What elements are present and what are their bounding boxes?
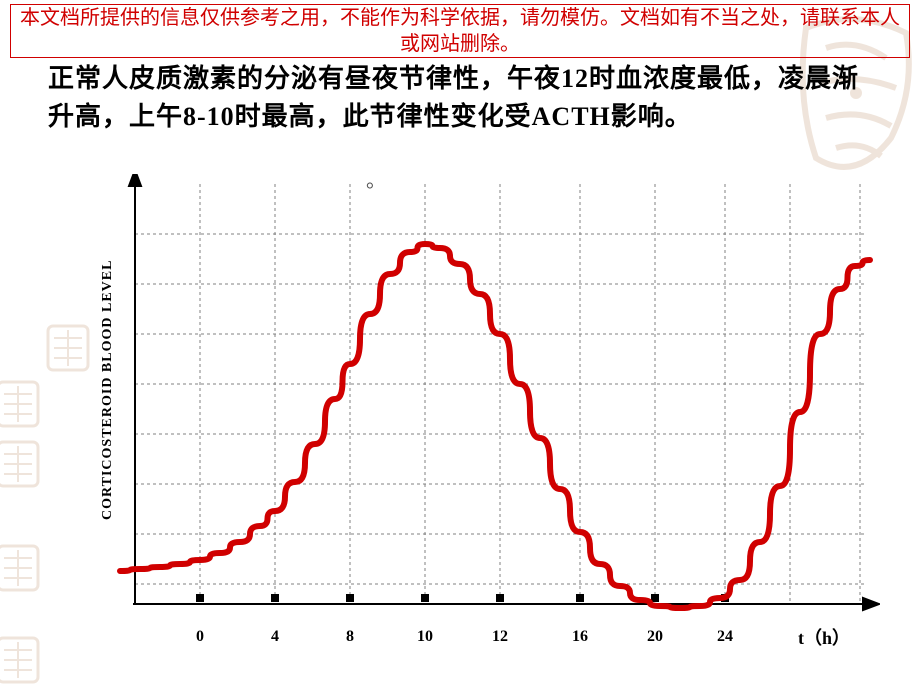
corticosteroid-chart: CORTICOSTEROID BLOOD LEVEL 0 4 8 10 12 16 20 24… [60, 174, 880, 654]
x-tick-label: 0 [196, 628, 204, 646]
watermark-seal-small [0, 636, 40, 684]
x-tick-label: 10 [417, 628, 433, 646]
watermark-seal-small [0, 440, 40, 488]
watermark-seal-small [0, 380, 40, 428]
y-axis-label: CORTICOSTEROID BLOOD LEVEL [100, 180, 116, 600]
x-tick-label: 16 [572, 628, 588, 646]
description-paragraph: 正常人皮质激素的分泌有昼夜节律性，午夜12时血浓度最低，凌晨渐升高，上午8-10… [48, 60, 860, 136]
x-axis-label: t（h） [798, 624, 850, 650]
x-tick-label: 12 [492, 628, 508, 646]
x-tick-label: 20 [647, 628, 663, 646]
watermark-seal-small [0, 544, 40, 592]
x-tick-label: 4 [271, 628, 279, 646]
chart-svg [60, 174, 880, 654]
x-tick-label: 8 [346, 628, 354, 646]
x-tick-label: 24 [717, 628, 733, 646]
disclaimer-banner: 本文档所提供的信息仅供参考之用，不能作为科学依据，请勿模仿。文档如有不当之处，请… [10, 4, 910, 58]
